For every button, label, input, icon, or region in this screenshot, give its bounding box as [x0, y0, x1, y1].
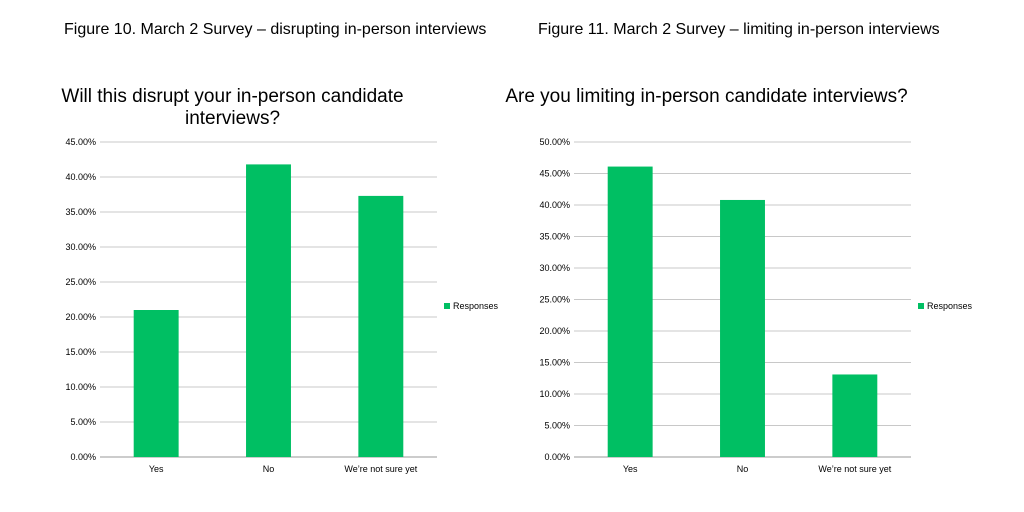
y-tick-label: 40.00%	[65, 172, 96, 182]
y-tick-label: 15.00%	[65, 347, 96, 357]
figure-11-caption: Figure 11. March 2 Survey – limiting in-…	[538, 21, 940, 38]
chart-title: Will this disrupt your in-person candida…	[61, 86, 404, 129]
bar	[246, 164, 291, 457]
x-tick-label: We’re not sure yet	[818, 464, 891, 474]
y-tick-label: 0.00%	[70, 452, 96, 462]
chart-disrupt-interviews: 0.00% 5.00% 10.00% 15.00% 20.00% 25.00% 30.00%…	[20, 80, 500, 480]
y-tick-label: 30.00%	[65, 242, 96, 252]
y-tick-label: 35.00%	[539, 232, 570, 242]
legend-label: Responses	[927, 301, 973, 311]
x-tick-label: Yes	[623, 464, 638, 474]
bar	[607, 166, 653, 457]
y-tick-label: 20.00%	[539, 326, 570, 336]
y-tick-label: 5.00%	[544, 421, 570, 431]
legend-swatch	[918, 303, 924, 309]
legend-label: Responses	[453, 301, 499, 311]
y-tick-label: 5.00%	[70, 417, 96, 427]
chart-limiting-interviews: 0.00% 5.00% 10.00% 15.00% 20.00% 25.00% 30.00%…	[494, 80, 974, 480]
chart-disrupt-plot: 0.00% 5.00% 10.00% 15.00% 20.00% 25.00% 30.00%…	[65, 137, 499, 474]
y-tick-label: 45.00%	[65, 137, 96, 147]
y-tick-label: 20.00%	[65, 312, 96, 322]
x-tick-label: We’re not sure yet	[344, 464, 417, 474]
y-tick-label: 35.00%	[65, 207, 96, 217]
y-tick-label: 45.00%	[539, 169, 570, 179]
y-tick-label: 10.00%	[65, 382, 96, 392]
bar	[720, 199, 765, 457]
chart-limiting-plot: 0.00% 5.00% 10.00% 15.00% 20.00% 25.00% 30.00%…	[539, 137, 973, 474]
bar	[133, 310, 179, 457]
bar	[358, 195, 404, 457]
x-tick-label: No	[263, 464, 275, 474]
figure-10-caption: Figure 10. March 2 Survey – disrupting i…	[64, 21, 487, 38]
chart-title: Are you limiting in-person candidate int…	[505, 86, 908, 107]
y-tick-label: 50.00%	[539, 137, 570, 147]
y-tick-label: 10.00%	[539, 389, 570, 399]
bar	[832, 374, 878, 457]
legend-swatch	[444, 303, 450, 309]
x-tick-label: Yes	[149, 464, 164, 474]
x-tick-label: No	[737, 464, 749, 474]
y-tick-label: 15.00%	[539, 358, 570, 368]
y-tick-label: 25.00%	[539, 295, 570, 305]
y-tick-label: 40.00%	[539, 200, 570, 210]
y-tick-label: 25.00%	[65, 277, 96, 287]
y-tick-label: 30.00%	[539, 263, 570, 273]
y-tick-label: 0.00%	[544, 452, 570, 462]
